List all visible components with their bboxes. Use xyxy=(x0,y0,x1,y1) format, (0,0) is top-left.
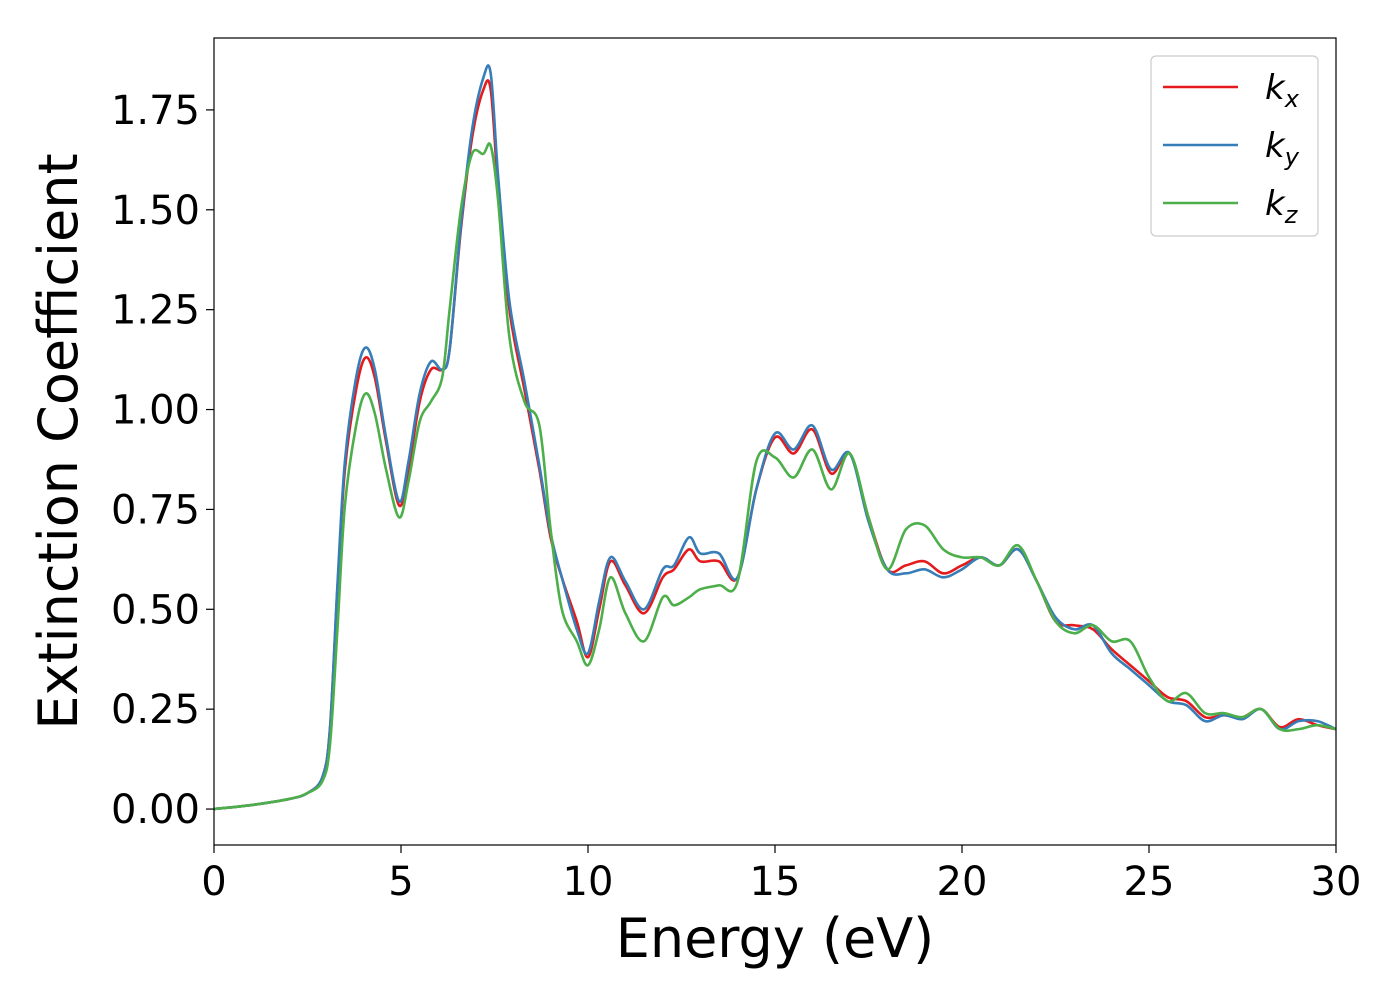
series-layer xyxy=(214,64,1336,811)
y-axis: 0.00 0.25 0.50 0.75 1.00 1.25 1.50 1.75 xyxy=(111,88,214,833)
y-tick-label: 1.25 xyxy=(111,288,200,334)
x-tick-label: 25 xyxy=(1124,859,1175,905)
legend-label-subscript: z xyxy=(1284,201,1299,229)
y-tick-label: 0.75 xyxy=(111,487,200,533)
series-line-ky xyxy=(214,64,1336,811)
legend-label-kx: kx xyxy=(1265,68,1300,113)
x-tick-label: 5 xyxy=(388,859,413,905)
y-tick-label: 0.00 xyxy=(111,787,200,833)
legend-label-kz: kz xyxy=(1265,184,1299,229)
y-tick-label: 0.25 xyxy=(111,687,200,733)
x-tick-label: 30 xyxy=(1311,859,1362,905)
y-tick-label: 1.00 xyxy=(111,388,200,434)
x-tick-label: 15 xyxy=(750,859,801,905)
legend-label-base: k xyxy=(1265,68,1286,108)
legend-label-ky: ky xyxy=(1265,126,1300,171)
y-axis-label: Extinction Coefficient xyxy=(27,153,90,729)
legend-label-subscript: x xyxy=(1284,85,1300,113)
legend-label-base: k xyxy=(1265,184,1286,224)
series-line-kz xyxy=(214,142,1336,811)
x-tick-label: 0 xyxy=(201,859,226,905)
plot-area xyxy=(213,37,1337,846)
legend-label-base: k xyxy=(1265,126,1286,166)
legend-label-subscript: y xyxy=(1284,143,1300,171)
y-tick-label: 0.50 xyxy=(111,587,200,633)
y-tick-label: 1.75 xyxy=(111,88,200,134)
x-tick-label: 20 xyxy=(937,859,988,905)
x-tick-label: 10 xyxy=(563,859,614,905)
x-axis-label: Energy (eV) xyxy=(616,907,935,970)
y-tick-label: 1.50 xyxy=(111,188,200,234)
x-axis: 0 5 10 15 20 25 30 xyxy=(201,845,1361,905)
